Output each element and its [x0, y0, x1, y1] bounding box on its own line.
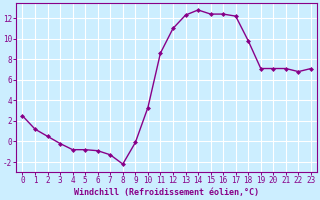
X-axis label: Windchill (Refroidissement éolien,°C): Windchill (Refroidissement éolien,°C) — [74, 188, 259, 197]
